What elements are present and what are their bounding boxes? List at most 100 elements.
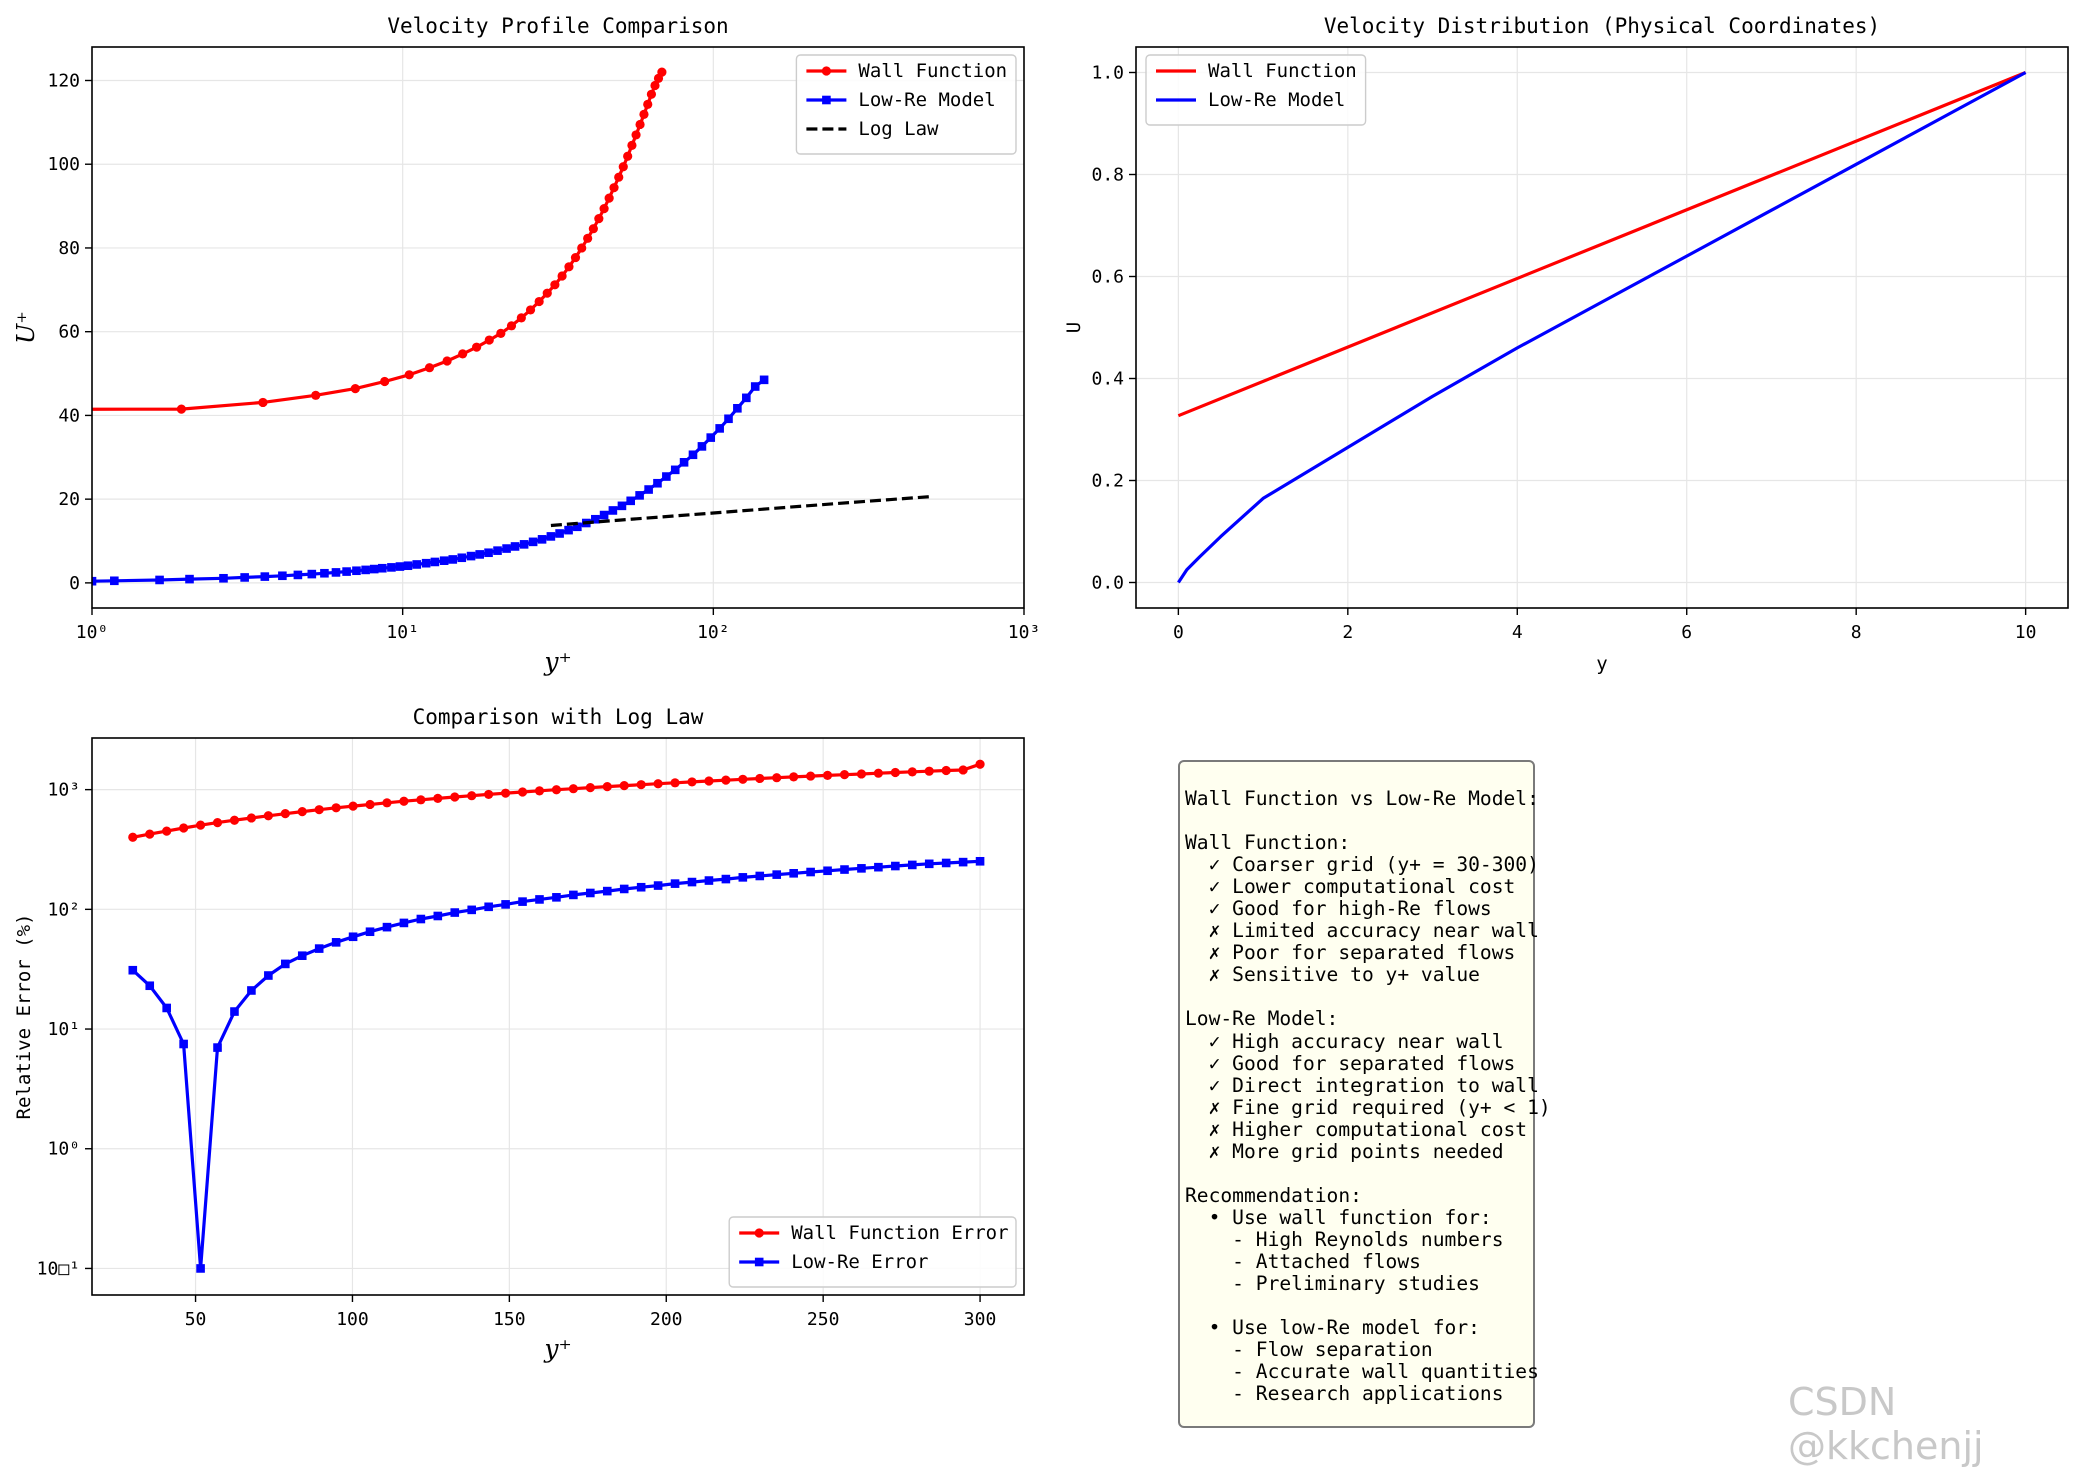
data-point <box>662 472 671 481</box>
data-point <box>516 313 526 323</box>
x-tick-label: 10⁰ <box>76 622 109 643</box>
data-point <box>314 944 324 953</box>
y-tick-label: 60 <box>58 322 80 343</box>
data-point <box>500 788 511 798</box>
x-tick-label: 100 <box>336 1309 369 1330</box>
x-tick-label: 10¹ <box>386 622 419 643</box>
data-point <box>369 564 379 574</box>
data-point <box>535 895 544 904</box>
data-point <box>380 376 390 387</box>
summary-line: - Accurate wall quantities <box>1185 1360 1539 1384</box>
data-point <box>230 1007 239 1016</box>
data-point <box>755 871 765 881</box>
x-axis-label: y <box>1596 653 1607 675</box>
data-point <box>643 99 653 109</box>
data-point <box>395 562 405 571</box>
summary-line: ✓ Good for high-Re flows <box>1185 897 1492 921</box>
summary-line: Low-Re Model: <box>1185 1007 1339 1031</box>
data-point <box>958 765 968 775</box>
data-point <box>891 861 900 871</box>
data-point <box>484 902 493 912</box>
data-point <box>602 886 612 896</box>
chart-title: Comparison with Log Law <box>413 705 704 729</box>
data-point <box>564 525 573 535</box>
data-point <box>823 866 832 876</box>
data-point <box>525 305 536 315</box>
data-point <box>623 151 633 161</box>
legend-label: Wall Function <box>858 60 1007 82</box>
series-line <box>132 762 981 839</box>
data-point <box>501 900 510 909</box>
data-point <box>195 820 206 830</box>
data-point <box>551 785 562 795</box>
data-point <box>433 911 443 921</box>
data-point <box>110 576 119 586</box>
data-point <box>297 807 307 817</box>
data-point <box>856 769 867 779</box>
data-point <box>416 914 426 924</box>
data-point <box>450 792 460 802</box>
x-tick-label: 50 <box>185 1309 207 1330</box>
x-tick-label: 0 <box>1173 622 1184 643</box>
data-point <box>421 558 431 568</box>
data-point <box>670 778 680 788</box>
data-point <box>602 782 612 792</box>
y-tick-label: 100 <box>47 154 80 175</box>
data-point <box>704 776 714 786</box>
data-point <box>264 971 273 980</box>
data-point <box>352 566 361 576</box>
data-point <box>365 799 375 810</box>
data-point <box>618 162 628 172</box>
data-point <box>439 556 449 565</box>
y-tick-label: 0.6 <box>1091 267 1124 288</box>
data-point <box>924 859 934 869</box>
data-point <box>552 893 561 902</box>
data-point <box>517 787 528 797</box>
data-point <box>365 927 375 937</box>
summary-line: ✓ High accuracy near wall <box>1185 1029 1504 1053</box>
data-point <box>631 130 641 140</box>
data-point <box>670 465 680 475</box>
data-point <box>679 458 689 467</box>
data-point <box>704 876 714 885</box>
legend: Wall Function Low-Re Model Log Law <box>795 54 1017 155</box>
data-point <box>404 370 414 380</box>
data-point <box>331 938 341 947</box>
legend-label: Low-Re Model <box>1208 89 1345 111</box>
summary-line: ✗ More grid points needed <box>1185 1139 1504 1163</box>
series-line <box>92 71 664 411</box>
y-tick-label: 0.8 <box>1091 165 1124 186</box>
data-point <box>350 384 360 394</box>
x-axis-label: y⁺ <box>543 647 571 676</box>
data-point <box>657 67 667 77</box>
data-point <box>278 571 287 581</box>
data-point <box>399 918 409 928</box>
data-point <box>546 532 556 541</box>
data-point <box>941 858 951 868</box>
legend-marker <box>822 95 831 105</box>
data-point <box>467 791 477 801</box>
legend-label: Log Law <box>858 118 939 140</box>
data-point <box>185 574 194 584</box>
data-point <box>639 109 649 120</box>
series-line <box>550 495 931 528</box>
data-point <box>583 233 593 243</box>
y-tick-label: 0.4 <box>1091 369 1124 390</box>
data-point <box>528 537 538 547</box>
x-tick-label: 4 <box>1512 622 1523 643</box>
data-point <box>874 862 883 872</box>
data-point <box>806 867 815 877</box>
data-point <box>550 280 560 290</box>
data-point <box>789 869 798 878</box>
x-tick-label: 150 <box>493 1309 526 1330</box>
data-point <box>361 565 370 575</box>
data-point <box>617 501 627 511</box>
x-tick-label: 10 <box>2015 622 2037 643</box>
data-point <box>348 932 358 942</box>
data-point <box>416 795 426 805</box>
chart-title: Velocity Profile Comparison <box>387 14 728 38</box>
y-tick-label: 0 <box>69 573 80 594</box>
x-tick-label: 10² <box>697 622 730 643</box>
summary-line: - Attached flows <box>1185 1249 1421 1273</box>
y-tick-label: 1.0 <box>1091 63 1124 84</box>
